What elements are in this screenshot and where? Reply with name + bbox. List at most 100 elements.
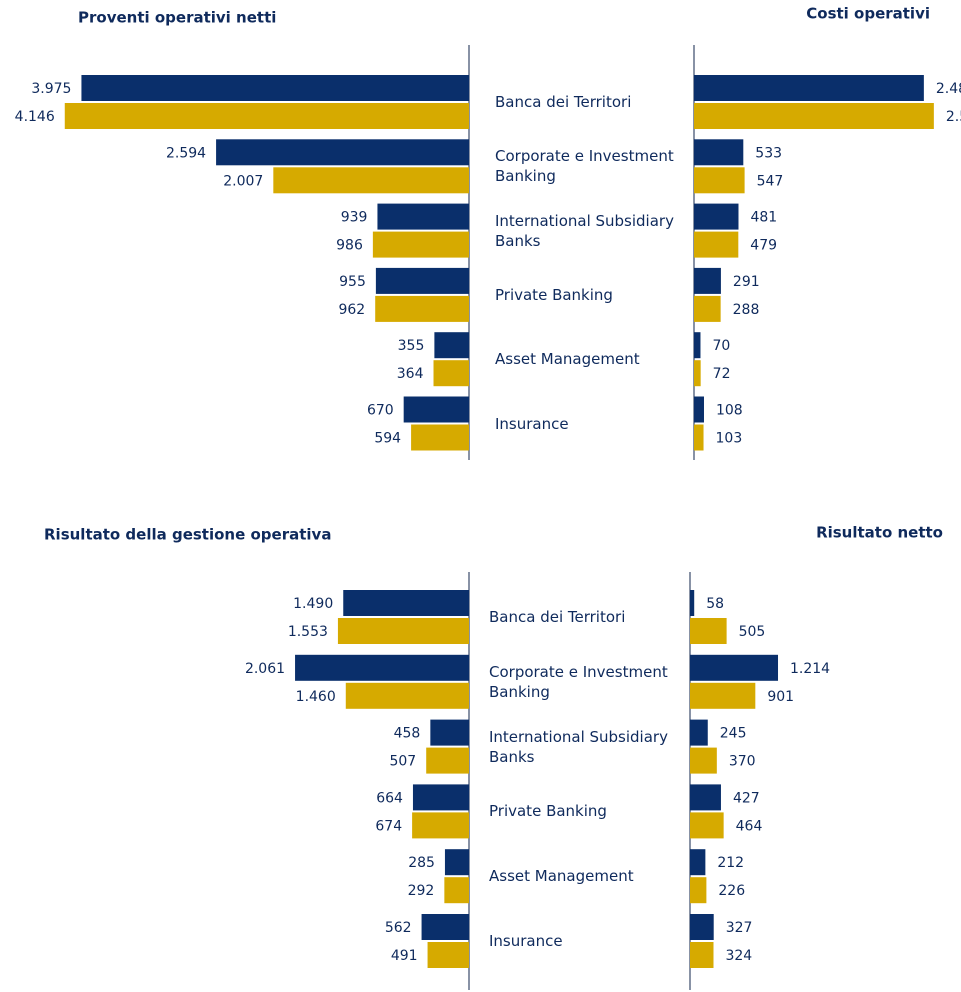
value-label: 562 (385, 920, 412, 936)
category-label-box: Asset Management (495, 350, 640, 369)
bar (690, 812, 724, 839)
bar (375, 267, 469, 294)
category-label-box: Private Banking (495, 286, 613, 304)
value-label: 70 (712, 338, 730, 354)
value-label: 670 (367, 403, 394, 419)
bar (412, 812, 469, 839)
value-label: 2.593 (946, 109, 961, 125)
value-label: 370 (729, 754, 756, 770)
value-label: 533 (755, 145, 782, 161)
bar (694, 360, 701, 387)
category-label-box: Corporate e Investment Banking (495, 147, 674, 186)
value-label: 103 (716, 431, 743, 447)
bar (694, 424, 704, 451)
category-label: Banca dei Territori (495, 93, 632, 111)
value-label: 479 (750, 238, 777, 254)
value-label: 491 (391, 948, 418, 964)
bar (427, 942, 469, 968)
category-label: Asset Management (495, 350, 640, 369)
bar (64, 103, 469, 129)
bar (403, 396, 469, 423)
value-label: 2.061 (245, 661, 285, 677)
bar (690, 654, 779, 681)
bar (295, 654, 469, 681)
category-label: Corporate e Investment Banking (495, 147, 674, 186)
bar (690, 849, 706, 876)
value-label: 2.485 (936, 81, 961, 97)
value-label: 458 (394, 726, 421, 742)
bar (694, 231, 739, 258)
bar (690, 784, 721, 811)
category-label: International Subsidiary Banks (495, 211, 674, 250)
bar (694, 103, 934, 129)
value-label: 288 (733, 302, 760, 318)
bar (694, 267, 721, 294)
bar (430, 719, 469, 746)
category-label-box: Insurance (495, 414, 569, 433)
bar (690, 618, 727, 644)
bar (412, 784, 469, 811)
bar (694, 75, 924, 101)
value-label: 364 (397, 366, 424, 382)
value-label: 355 (398, 338, 425, 354)
value-label: 1.553 (288, 624, 328, 640)
bar (690, 719, 708, 746)
bar (433, 360, 469, 387)
value-label: 481 (750, 210, 777, 226)
bar (690, 747, 717, 774)
value-label: 962 (338, 302, 365, 318)
bar (434, 332, 469, 359)
bar (426, 747, 469, 774)
value-label: 72 (713, 366, 731, 382)
value-label: 3.975 (31, 81, 71, 97)
value-label: 292 (408, 883, 435, 899)
value-label: 4.146 (15, 109, 55, 125)
value-label: 212 (717, 855, 744, 871)
value-label: 547 (757, 173, 784, 189)
value-label: 674 (375, 818, 402, 834)
value-label: 939 (341, 210, 368, 226)
bar (690, 877, 707, 904)
value-label: 2.594 (166, 145, 206, 161)
value-label: 324 (725, 948, 752, 964)
bar (690, 914, 714, 940)
value-label: 327 (726, 920, 753, 936)
value-label: 464 (736, 818, 763, 834)
bar (273, 167, 469, 194)
bar (444, 849, 469, 876)
bar (690, 942, 714, 968)
bar (694, 167, 745, 194)
bar (694, 295, 721, 322)
category-label: Banca dei Territori (489, 608, 626, 626)
bar (690, 590, 695, 616)
value-label: 901 (767, 689, 794, 705)
value-label: 955 (339, 274, 366, 290)
bar (694, 396, 704, 423)
value-label: 664 (376, 790, 403, 806)
category-label: Insurance (495, 414, 569, 433)
category-label-box: Insurance (489, 932, 563, 950)
bar (337, 618, 469, 644)
bar (81, 75, 469, 101)
bar (694, 203, 739, 230)
value-label: 986 (336, 238, 363, 254)
value-label: 505 (739, 624, 766, 640)
value-label: 108 (716, 403, 743, 419)
bar (216, 139, 469, 166)
bar (375, 295, 469, 322)
value-label: 594 (374, 431, 401, 447)
value-label: 507 (389, 754, 416, 770)
category-label: International Subsidiary Banks (489, 727, 668, 766)
value-label: 427 (733, 790, 760, 806)
bar (694, 332, 701, 359)
category-label-box: Private Banking (489, 802, 607, 820)
bar (377, 203, 469, 230)
value-label: 1.460 (296, 689, 336, 705)
bar (345, 682, 469, 709)
value-label: 285 (408, 855, 435, 871)
bar (372, 231, 469, 258)
value-label: 1.490 (293, 596, 333, 612)
category-label: Asset Management (489, 867, 634, 886)
